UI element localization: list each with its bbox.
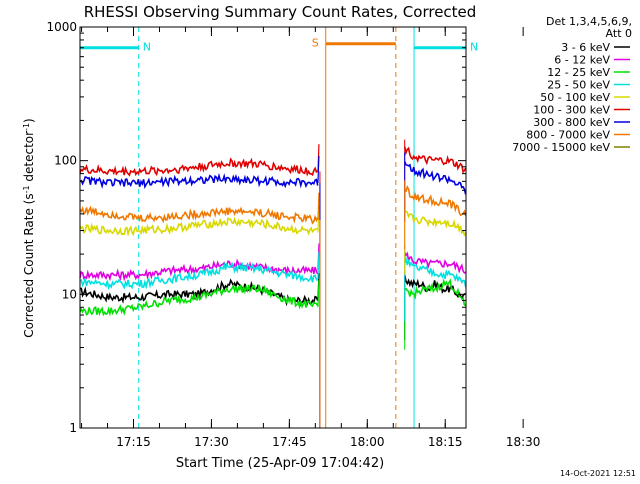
legend-entry-label: 300 - 800 keV (533, 116, 610, 129)
series-2 (79, 278, 467, 428)
series-line (404, 209, 467, 237)
legend-entry-label: 7000 - 15000 keV (512, 141, 610, 154)
axes-layer: 1 10 100 1000 17:15 17:30 17:45 18:00 18:15 18:30 (46, 20, 540, 449)
y-tick-label: 10 (62, 287, 77, 301)
x-tick-label: 18:00 (350, 435, 385, 449)
series-spike (317, 155, 320, 184)
flag-label-s: S (312, 37, 319, 50)
flag-label-n: N (143, 41, 151, 54)
y-axis-label-part-1: Corrected Count Rate (s (22, 193, 36, 337)
footer-timestamp: 14-Oct-2021 12:51 (560, 469, 636, 478)
y-tick-label: 1000 (46, 20, 77, 34)
legend-entry-label: 12 - 25 keV (547, 66, 610, 79)
series-line (403, 275, 466, 300)
x-tick-label: 18:30 (506, 435, 541, 449)
series-line (79, 283, 319, 317)
series-line (79, 205, 319, 225)
legend-entry-label: 25 - 50 keV (547, 79, 610, 92)
series-line (404, 185, 467, 217)
y-axis-label: Corrected Count Rate (s-1 detector-1) (22, 118, 37, 337)
y-axis-label-part-3: ) (22, 118, 36, 123)
series-line (80, 278, 319, 307)
legend-header-line-2: Att 0 (606, 27, 632, 40)
legend-entry-label: 3 - 6 keV (561, 41, 610, 54)
flag-label-n: N (470, 41, 478, 54)
legend-entry-label: 50 - 100 keV (540, 91, 610, 104)
y-tick-label: 100 (54, 154, 77, 168)
series-line (403, 146, 467, 174)
series-spike (317, 251, 320, 280)
legend-entry-label: 6 - 12 keV (554, 54, 610, 67)
series-line (403, 251, 466, 274)
series-line (79, 261, 319, 291)
series-line (403, 161, 467, 195)
y-axis-label-sup-1: -1 (22, 185, 31, 193)
x-tick-label: 18:15 (428, 435, 463, 449)
plot-frame (79, 26, 467, 429)
y-axis-label-part-2: detector (22, 131, 36, 186)
legend-entry-label: 100 - 300 keV (533, 104, 610, 117)
series-line (79, 157, 319, 177)
series-line (79, 172, 319, 190)
x-tick-label: 17:45 (272, 435, 307, 449)
series-1 (79, 243, 466, 428)
series-spike (317, 279, 320, 308)
series-spike (317, 192, 320, 220)
y-tick-label: 1 (69, 421, 77, 435)
series-line (404, 278, 467, 307)
legend-entry-label: 800 - 7000 keV (526, 129, 610, 142)
series-7 (79, 180, 467, 428)
legend-header-line-1: Det 1,3,4,5,6,9, (546, 15, 632, 28)
series-layer (79, 139, 467, 428)
series-4 (79, 205, 467, 428)
chart-title: RHESSI Observing Summary Count Rates, Co… (84, 3, 477, 21)
series-3 (79, 251, 467, 428)
series-0 (80, 270, 466, 428)
x-tick-label: 17:30 (194, 435, 229, 449)
series-line (403, 256, 467, 288)
series-line (79, 216, 318, 237)
x-axis-label: Start Time (25-Apr-09 17:04:42) (176, 456, 384, 471)
x-tick-label: 17:15 (116, 435, 151, 449)
y-axis-label-sup-2: -1 (22, 123, 31, 131)
